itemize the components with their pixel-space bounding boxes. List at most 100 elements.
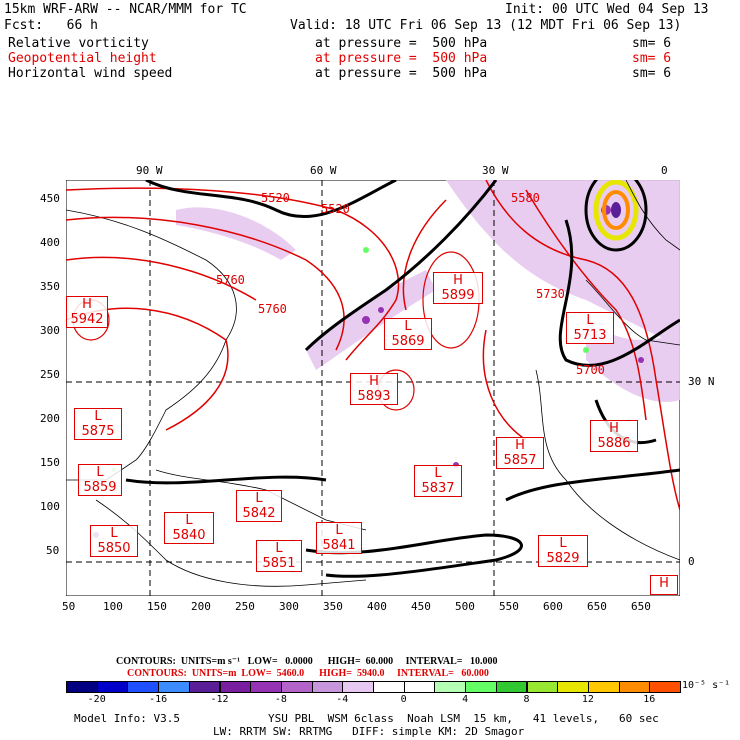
lat-label-0: 0 — [688, 555, 695, 568]
pressure-value: 5899 — [441, 288, 475, 303]
colorbar-swatch — [342, 681, 374, 693]
colorbar-swatch — [373, 681, 405, 693]
pressure-value: 5869 — [391, 334, 425, 349]
x-tick: 650 — [587, 600, 607, 613]
field-sm-vorticity: sm= 6 — [632, 36, 672, 51]
x-tick: 500 — [455, 600, 475, 613]
colorbar-tick-label: -16 — [149, 694, 168, 705]
pressure-type: L — [255, 491, 263, 506]
contour-label: 5760 — [258, 302, 287, 316]
colorbar-swatch — [526, 681, 559, 693]
pressure-center-high: H — [650, 575, 678, 595]
colorbar-tick-label: -20 — [87, 694, 106, 705]
colorbar-units: 10⁻⁵ s⁻¹ — [682, 680, 731, 691]
y-tick: 100 — [40, 500, 60, 513]
pressure-value: 5857 — [503, 453, 537, 468]
pressure-value: 5850 — [97, 541, 131, 556]
model-info: Model Info: V3.5 — [74, 712, 180, 725]
physics-line2: LW: RRTM SW: RRTMG DIFF: simple KM: 2D S… — [213, 725, 525, 738]
colorbar-ticks: -20 -16 -12 -8 -4 0 4 8 12 16 — [66, 694, 680, 706]
pressure-value: 5875 — [81, 424, 115, 439]
x-tick: 100 — [103, 600, 123, 613]
y-tick: 150 — [40, 456, 60, 469]
pressure-value: 5840 — [172, 528, 206, 543]
wind-max-core — [593, 180, 639, 241]
field-level-vorticity: at pressure = 500 hPa — [315, 36, 488, 51]
pressure-type: L — [185, 513, 193, 528]
field-sm-wind: sm= 6 — [632, 66, 672, 81]
wind-speed-contours — [125, 180, 680, 578]
field-name-vorticity: Relative vorticity — [8, 36, 149, 51]
colorbar-swatch — [96, 681, 129, 693]
x-tick: 50 — [62, 600, 76, 613]
y-tick: 400 — [40, 236, 60, 249]
x-tick: 150 — [147, 600, 167, 613]
lat-label-30n: 30 N — [688, 375, 715, 388]
pressure-value: 5829 — [546, 551, 580, 566]
pressure-center-low: L 5869 — [384, 318, 432, 350]
contour-label: 5700 — [576, 363, 605, 377]
pressure-type: H — [515, 438, 525, 453]
x-tick: 250 — [235, 600, 255, 613]
colorbar-swatch — [587, 681, 620, 693]
colorbar-tick-label: -12 — [210, 694, 229, 705]
colorbar-swatch — [250, 681, 282, 693]
coastlines — [66, 180, 680, 587]
field-name-geopotential: Geopotential height — [8, 51, 157, 66]
contour-label: 5520 — [321, 202, 350, 216]
x-tick: 350 — [323, 600, 343, 613]
lon-label-60w: 60 W — [310, 164, 337, 177]
colorbar-swatch — [158, 681, 190, 693]
y-tick: 350 — [40, 280, 60, 293]
x-tick: 200 — [191, 600, 211, 613]
pressure-type: L — [94, 409, 102, 424]
contour-label: 5760 — [216, 273, 245, 287]
pressure-type: L — [559, 536, 567, 551]
pressure-center-low: L 5875 — [74, 408, 122, 440]
pressure-center-low: L 5850 — [90, 525, 138, 557]
pressure-center-high: H 5899 — [433, 272, 483, 304]
pressure-type: L — [275, 541, 283, 556]
pressure-center-low: L 5851 — [256, 540, 302, 572]
pressure-type: L — [586, 313, 594, 328]
colorbar-swatch — [66, 681, 98, 693]
pressure-center-low: L 5713 — [566, 312, 614, 344]
pressure-type: H — [453, 273, 463, 288]
pressure-type: H — [369, 374, 379, 389]
contour-info-height: CONTOURS: UNITS=m LOW= 5460.0 HIGH= 5940… — [127, 668, 489, 679]
y-tick: 450 — [40, 192, 60, 205]
contour-label: 5730 — [536, 287, 565, 301]
pressure-type: L — [404, 319, 412, 334]
pressure-type: L — [335, 523, 343, 538]
colorbar-tick-label: -8 — [274, 694, 287, 705]
forecast-hour: Fcst: 66 h — [4, 18, 98, 33]
colorbar-swatch — [188, 681, 221, 693]
init-time: Init: 00 UTC Wed 04 Sep 13 — [505, 2, 709, 17]
colorbar-swatch — [403, 681, 436, 693]
physics-line1: YSU PBL WSM 6class Noah LSM 15 km, 41 le… — [268, 712, 659, 725]
y-tick: 200 — [40, 412, 60, 425]
pressure-center-low: L 5837 — [414, 465, 462, 497]
contour-label: 5520 — [261, 191, 290, 205]
pressure-center-high: H 5942 — [66, 296, 108, 328]
colorbar-tick-label: 12 — [581, 694, 594, 705]
colorbar-swatch — [219, 681, 252, 693]
pressure-center-low: L 5859 — [78, 464, 122, 496]
pressure-center-low: L 5842 — [236, 490, 282, 522]
colorbar-swatch — [434, 681, 467, 693]
colorbar-swatch — [557, 681, 589, 693]
pressure-value: 5713 — [573, 328, 607, 343]
pressure-center-low: L 5840 — [164, 512, 214, 544]
pressure-value: 5842 — [242, 506, 276, 521]
pressure-type: L — [96, 465, 104, 480]
x-tick: 600 — [543, 600, 563, 613]
colorbar-tick-label: 4 — [462, 694, 469, 705]
pressure-center-low: L 5829 — [538, 535, 588, 567]
lon-label-30w: 30 W — [482, 164, 509, 177]
colorbar-swatch — [618, 681, 651, 693]
pressure-center-high: H 5893 — [350, 373, 398, 405]
x-tick: 650 — [631, 600, 651, 613]
pressure-value: 5942 — [70, 312, 104, 327]
pressure-value: 5893 — [357, 389, 391, 404]
y-tick: 250 — [40, 368, 60, 381]
